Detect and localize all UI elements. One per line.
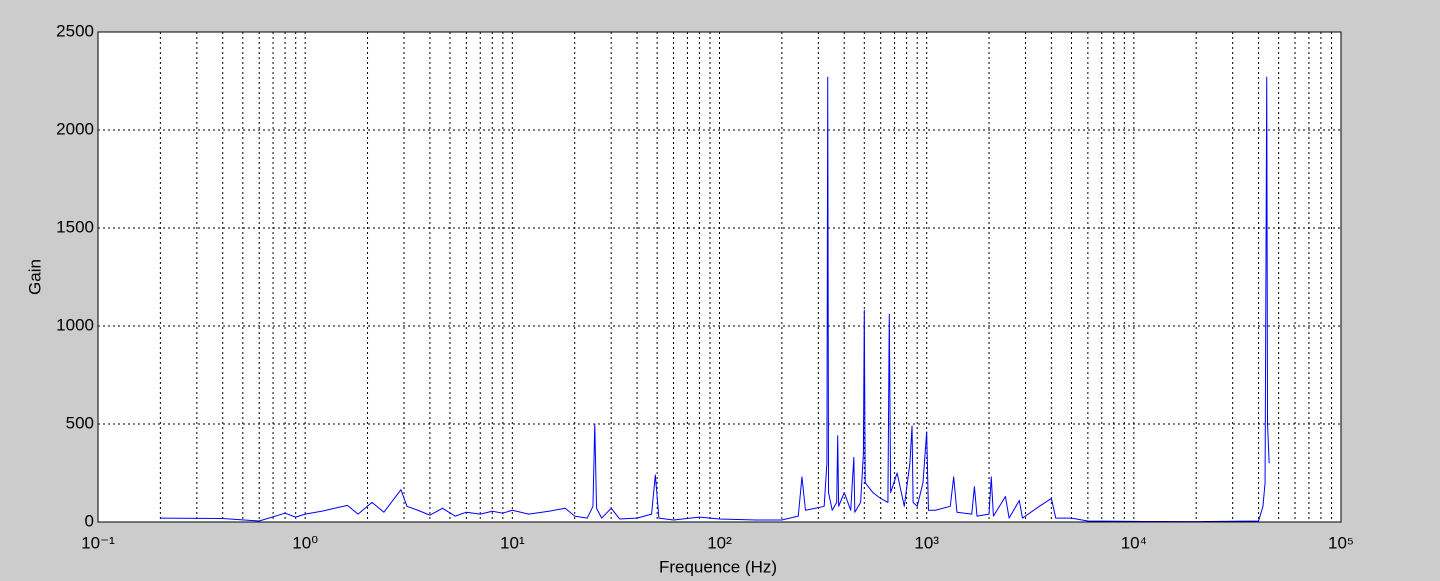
y-tick-label: 2500 [56, 21, 94, 40]
x-tick-label: 10⁻¹ [81, 533, 115, 552]
y-axis-label: Gain [25, 259, 44, 295]
x-tick-label: 10³ [914, 533, 939, 552]
x-tick-label: 10⁰ [292, 533, 318, 552]
x-tick-label: 10⁵ [1328, 533, 1354, 552]
y-tick-label: 2000 [56, 119, 94, 138]
y-tick-label: 500 [66, 413, 94, 432]
plot-frame [97, 31, 1342, 523]
data-line [160, 76, 1270, 523]
y-tick-label: 1000 [56, 315, 94, 334]
x-tick-label: 10¹ [500, 533, 525, 552]
x-tick-label: 10² [707, 533, 732, 552]
y-tick-label: 1500 [56, 217, 94, 236]
x-tick-label: 10⁴ [1121, 533, 1147, 552]
plot-layer [97, 31, 1342, 523]
x-axis-label: Frequence (Hz) [659, 557, 777, 576]
y-tick-label: 0 [85, 511, 94, 530]
